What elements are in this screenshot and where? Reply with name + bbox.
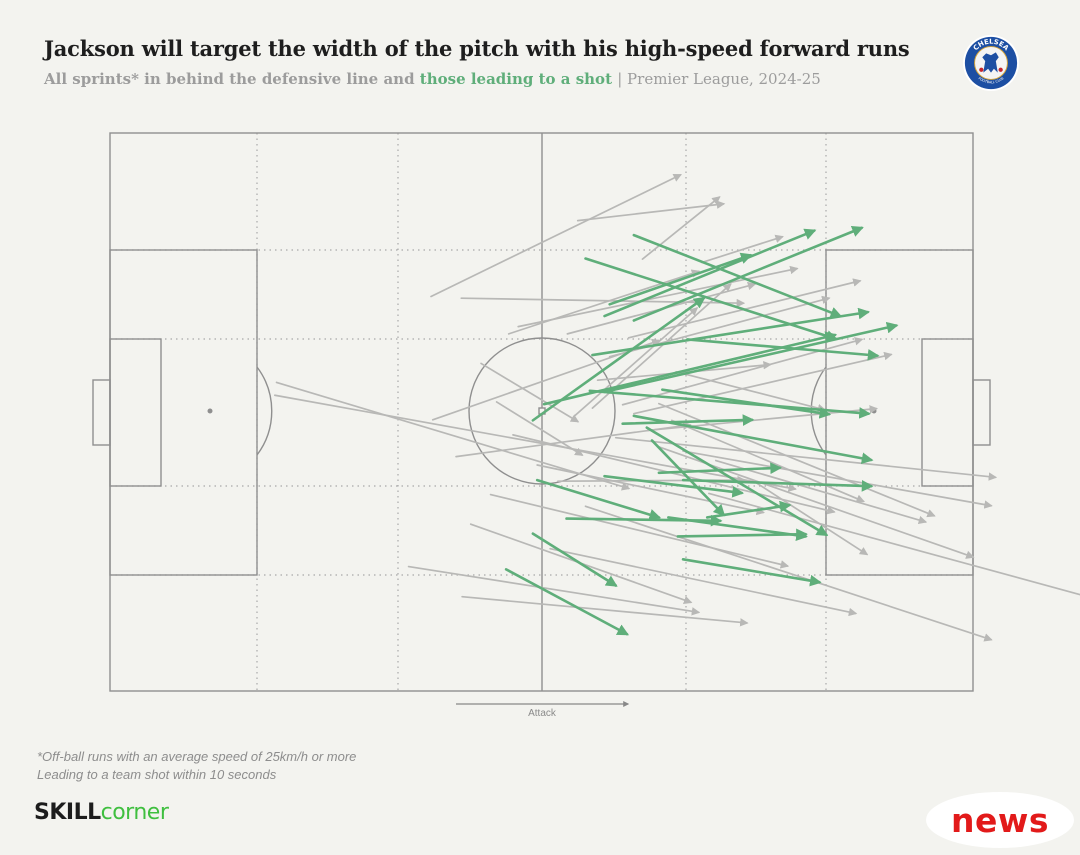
shot-run-arrow-59 bbox=[603, 474, 745, 498]
sprint-run-arrow-32 bbox=[714, 459, 928, 525]
sprint-run-arrow-5 bbox=[507, 269, 701, 335]
sprint-run-arrow-3 bbox=[701, 234, 784, 264]
shot-run-arrow-49 bbox=[603, 321, 899, 394]
shot-run-arrow-54 bbox=[650, 439, 726, 517]
left-penalty-spot bbox=[207, 408, 213, 414]
sprint-run-arrow-12 bbox=[596, 360, 772, 382]
shot-run-arrow-41 bbox=[584, 257, 839, 342]
shot-run-arrow-44 bbox=[608, 252, 753, 306]
shot-run-arrow-64 bbox=[681, 558, 822, 587]
shot-run-arrow-47 bbox=[686, 338, 880, 361]
sprint-run-arrow-34 bbox=[461, 595, 749, 627]
sprint-run-arrow-22 bbox=[495, 401, 584, 456]
shot-run-arrow-40 bbox=[632, 233, 843, 319]
subtitle-highlight: those leading to a shot bbox=[419, 70, 612, 88]
centre-circle bbox=[468, 337, 616, 485]
shot-run-arrow-45 bbox=[591, 307, 871, 357]
left-penalty-arc bbox=[256, 366, 273, 456]
right-six-yard-box bbox=[921, 338, 974, 487]
subtitle-lead: All sprints* in behind the defensive lin… bbox=[44, 70, 415, 88]
sprint-run-arrow-35 bbox=[549, 547, 858, 617]
sprint-run-arrow-1 bbox=[576, 200, 726, 222]
news-badge: news bbox=[926, 792, 1074, 848]
shot-run-arrow-58 bbox=[645, 426, 829, 537]
sprint-run-arrow-18 bbox=[275, 381, 631, 491]
footnote-shot-definition: Leading to a team shot within 10 seconds bbox=[37, 767, 277, 782]
sprint-run-arrow-37 bbox=[489, 493, 790, 569]
shot-runs bbox=[504, 225, 899, 636]
lion-crest-icon: CHELSEA FOOTBALL CLUB bbox=[962, 34, 1020, 92]
footnote-sprint-definition: *Off-ball runs with an average speed of … bbox=[37, 749, 357, 764]
shot-run-arrow-52 bbox=[588, 389, 871, 419]
news-badge-text: news bbox=[950, 800, 1049, 840]
attack-label: Attack bbox=[528, 708, 557, 719]
sprint-run-arrow-19 bbox=[431, 338, 661, 421]
shot-run-arrow-50 bbox=[621, 414, 755, 426]
sprint-run-arrow-33 bbox=[407, 565, 701, 616]
shot-run-arrow-51 bbox=[531, 296, 706, 422]
shot-run-arrow-65 bbox=[531, 532, 618, 587]
sprint-run-arrow-2 bbox=[641, 196, 721, 260]
left-six-yard-box bbox=[109, 338, 162, 487]
sprint-run-arrow-17 bbox=[273, 394, 797, 492]
chart-title: Jackson will target the width of the pit… bbox=[44, 36, 910, 61]
skillcorner-logo: SKILLcorner bbox=[34, 800, 169, 825]
sprint-run-arrow-21 bbox=[480, 362, 580, 423]
shot-run-arrow-53 bbox=[632, 414, 874, 465]
footnotes: *Off-ball runs with an average speed of … bbox=[37, 748, 356, 784]
left-penalty-area bbox=[109, 249, 258, 576]
shot-run-arrow-46 bbox=[542, 331, 838, 406]
sprint-run-arrow-24 bbox=[536, 464, 765, 516]
sprint-run-arrow-28 bbox=[670, 419, 865, 503]
sprint-run-arrow-39 bbox=[753, 480, 869, 556]
pitch-lines bbox=[92, 132, 991, 692]
sprint-run-arrow-10 bbox=[574, 307, 699, 417]
sprint-run-arrow-14 bbox=[632, 351, 893, 415]
shot-run-arrow-66 bbox=[504, 568, 629, 636]
shot-run-arrow-56 bbox=[681, 478, 874, 492]
brand-part2: corner bbox=[100, 800, 169, 825]
sprint-run-arrow-0 bbox=[430, 174, 682, 298]
shot-run-arrow-48 bbox=[661, 388, 832, 419]
shot-run-arrow-42 bbox=[603, 228, 817, 318]
shot-run-arrow-43 bbox=[632, 225, 864, 322]
sprint-run-arrow-38 bbox=[584, 505, 993, 642]
sprint-run-arrow-6 bbox=[517, 265, 799, 328]
sprint-run-arrow-29 bbox=[682, 450, 993, 509]
right-goal bbox=[972, 379, 991, 446]
shot-run-arrow-60 bbox=[535, 478, 662, 521]
left-goal bbox=[92, 379, 111, 446]
sprint-run-arrow-31 bbox=[708, 492, 1080, 596]
subtitle-tail: | Premier League, 2024-25 bbox=[617, 70, 821, 88]
brand-part1: SKILL bbox=[34, 800, 101, 825]
sprint-run-arrow-16 bbox=[675, 370, 827, 413]
sprint-run-arrow-26 bbox=[614, 436, 998, 481]
shot-run-arrow-62 bbox=[667, 516, 808, 541]
sprint-runs bbox=[273, 174, 1080, 642]
sprint-run-arrow-20 bbox=[455, 421, 692, 458]
chart-subtitle: All sprints* in behind the defensive lin… bbox=[44, 70, 821, 88]
shot-run-arrow-63 bbox=[676, 528, 808, 541]
